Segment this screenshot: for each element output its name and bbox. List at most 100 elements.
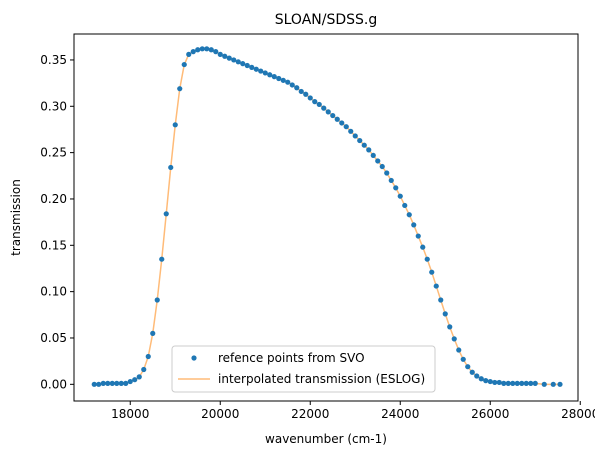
chart-title: SLOAN/SDSS.g [275, 12, 378, 28]
reference-point [145, 353, 151, 360]
y-axis-label: transmission [9, 179, 23, 256]
reference-point [280, 77, 286, 83]
legend-marker-reference-points [191, 355, 197, 361]
reference-point [348, 128, 354, 134]
reference-point [379, 163, 385, 170]
reference-point [181, 61, 187, 68]
reference-point [388, 177, 394, 184]
reference-point [289, 82, 295, 88]
reference-point [330, 112, 336, 119]
reference-point [298, 88, 304, 95]
reference-point [159, 256, 165, 262]
reference-point [91, 381, 97, 387]
x-tick-label: 20000 [201, 407, 239, 421]
reference-point [294, 85, 300, 91]
reference-point [483, 378, 489, 384]
reference-point [352, 133, 358, 139]
reference-point [343, 124, 349, 130]
reference-point [118, 380, 124, 386]
reference-point [460, 356, 466, 362]
reference-point [114, 380, 120, 386]
reference-point [339, 120, 345, 126]
y-tick-label: 0.20 [40, 192, 67, 206]
reference-point [528, 380, 534, 386]
reference-point [226, 55, 232, 61]
reference-point [312, 99, 318, 105]
reference-point [487, 378, 493, 385]
reference-point [420, 244, 426, 250]
reference-point [190, 49, 196, 55]
reference-point [204, 46, 210, 52]
reference-point [208, 47, 214, 53]
y-tick-label: 0.30 [40, 99, 67, 113]
x-tick-label: 24000 [381, 407, 419, 421]
reference-point [411, 222, 417, 228]
reference-point [307, 95, 313, 101]
reference-point [316, 101, 322, 108]
y-tick-label: 0.00 [40, 377, 67, 391]
reference-point [550, 381, 556, 387]
reference-point [141, 366, 147, 373]
reference-point [393, 185, 399, 191]
reference-point [429, 269, 435, 275]
y-tick-label: 0.25 [40, 146, 67, 160]
reference-point [397, 193, 403, 199]
reference-point [258, 68, 264, 74]
reference-point [442, 311, 448, 317]
reference-point [235, 59, 241, 65]
reference-point [465, 364, 471, 370]
reference-point [366, 147, 372, 153]
reference-point [163, 211, 169, 217]
reference-point [177, 86, 183, 92]
reference-point [415, 233, 421, 239]
reference-point [240, 61, 246, 67]
reference-point [456, 347, 462, 353]
reference-point [541, 381, 547, 387]
reference-point [253, 66, 259, 72]
reference-point [249, 64, 255, 70]
reference-point [172, 122, 178, 128]
reference-point [267, 72, 273, 78]
reference-point [186, 51, 192, 57]
reference-point [154, 297, 160, 303]
reference-point [150, 330, 156, 336]
reference-point [127, 378, 133, 385]
reference-point [303, 91, 309, 97]
reference-point [557, 381, 563, 387]
x-axis-label: wavenumber (cm-1) [265, 432, 387, 446]
reference-point [384, 170, 390, 176]
reference-point [370, 152, 376, 159]
reference-point [109, 380, 115, 386]
reference-point [433, 283, 439, 289]
reference-point [132, 377, 138, 383]
reference-point [100, 380, 106, 386]
reference-point [510, 380, 516, 386]
reference-point [325, 109, 331, 115]
reference-point [402, 202, 408, 209]
reference-point [222, 53, 228, 59]
reference-point [195, 47, 201, 53]
reference-point [447, 324, 453, 330]
x-tick-label: 26000 [471, 407, 509, 421]
reference-point [474, 373, 480, 379]
reference-point [501, 380, 507, 386]
reference-point [505, 380, 511, 386]
y-tick-label: 0.10 [40, 285, 67, 299]
legend: refence points from SVO interpolated tra… [171, 345, 436, 393]
reference-point [123, 380, 129, 386]
reference-point [276, 75, 282, 82]
reference-point [199, 46, 205, 52]
reference-point [271, 74, 277, 80]
x-tick-label: 22000 [291, 407, 329, 421]
x-tick-label: 18000 [111, 407, 149, 421]
reference-point [262, 70, 268, 76]
reference-point [96, 381, 102, 387]
y-tick-label: 0.15 [40, 238, 67, 252]
reference-point [334, 116, 340, 122]
reference-point [519, 380, 525, 386]
legend-box [171, 345, 436, 393]
reference-point [451, 336, 457, 342]
